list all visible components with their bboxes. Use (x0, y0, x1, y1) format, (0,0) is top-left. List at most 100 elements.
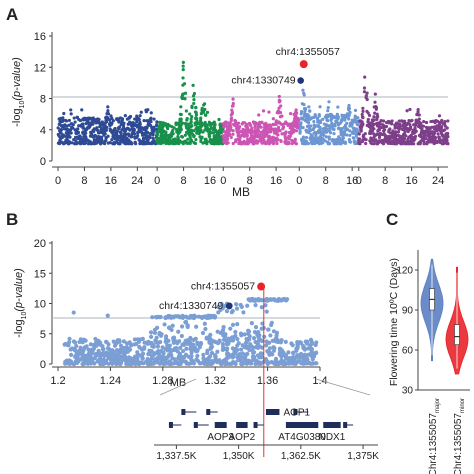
regional-point (156, 345, 160, 349)
manhattan-point (219, 126, 222, 129)
manhattan-point (209, 123, 212, 126)
manhattan-point (101, 120, 104, 123)
manhattan-point (121, 119, 124, 122)
regional-point (195, 349, 199, 353)
manhattan-point (268, 135, 271, 138)
manhattan-point (419, 122, 422, 125)
manhattan-x-tick-label: 16 (204, 175, 216, 187)
manhattan-point (69, 108, 72, 111)
manhattan-point (108, 118, 111, 121)
manhattan-point (249, 124, 252, 127)
manhattan-point (131, 125, 134, 128)
manhattan-point (422, 120, 425, 123)
manhattan-point (376, 115, 379, 118)
manhattan-axes: 04812160 8 16 24 0 8 16 0 8 16 0 8 160 8 16 24 (34, 31, 448, 187)
manhattan-point (104, 125, 107, 128)
manhattan-point (75, 142, 78, 145)
manhattan-point (213, 120, 216, 123)
manhattan-point (258, 124, 261, 127)
manhattan-point (204, 139, 207, 142)
manhattan-point (302, 103, 305, 106)
manhattan-x-tick-label: 8 (323, 175, 329, 187)
regional-point (115, 361, 119, 365)
manhattan-point (322, 134, 325, 137)
regional-point (223, 332, 227, 336)
manhattan-point (327, 100, 330, 103)
manhattan-point (152, 117, 155, 120)
regional-point (184, 360, 188, 364)
regional-point (87, 348, 91, 352)
manhattan-point (289, 112, 292, 115)
manhattan-point (95, 121, 98, 124)
regional-point (212, 314, 216, 318)
manhattan-point (272, 127, 275, 130)
manhattan-point (103, 139, 106, 142)
manhattan-point (142, 119, 145, 122)
manhattan-point (230, 117, 233, 120)
manhattan-point (267, 140, 270, 143)
regional-point (164, 334, 168, 338)
manhattan-point (96, 137, 99, 140)
manhattan-point (135, 136, 138, 139)
manhattan-highlight-point (300, 60, 308, 68)
regional-point (162, 322, 166, 326)
regional-point (179, 358, 183, 362)
manhattan-point (438, 139, 441, 142)
regional-point (273, 298, 277, 302)
manhattan-point (263, 123, 266, 126)
regional-point (269, 298, 273, 302)
manhattan-point (364, 132, 367, 135)
manhattan-point (61, 124, 64, 127)
regional-point (117, 348, 121, 352)
regional-point (241, 310, 245, 314)
manhattan-point (354, 109, 357, 112)
regional-point (73, 340, 77, 344)
regional-point (74, 353, 78, 357)
manhattan-point (192, 102, 195, 105)
panel-c-letter: C (386, 210, 398, 229)
regional-point (92, 347, 96, 351)
manhattan-point (157, 125, 160, 128)
manhattan-point (378, 128, 381, 131)
regional-point (251, 351, 255, 355)
manhattan-point (335, 121, 338, 124)
regional-point (164, 340, 168, 344)
manhattan-point (116, 117, 119, 120)
manhattan-point (74, 120, 77, 123)
manhattan-point (418, 118, 421, 121)
manhattan-x-tick-label: 0 (356, 175, 362, 187)
gene-body (266, 409, 279, 415)
manhattan-point (246, 140, 249, 143)
manhattan-point (440, 119, 443, 122)
manhattan-point (369, 141, 372, 144)
manhattan-point (91, 129, 94, 132)
manhattan-point (403, 121, 406, 124)
manhattan-point (353, 140, 356, 143)
manhattan-point (288, 136, 291, 139)
manhattan-point (224, 130, 227, 133)
manhattan-point (215, 136, 218, 139)
manhattan-point (307, 105, 310, 108)
manhattan-point (181, 76, 184, 79)
manhattan-point (313, 137, 316, 140)
manhattan-point (164, 140, 167, 143)
regional-point (98, 341, 102, 345)
regional-point (79, 357, 83, 361)
regional-point (213, 340, 217, 344)
manhattan-point (310, 136, 313, 139)
regional-point (113, 344, 117, 348)
manhattan-point (251, 135, 254, 138)
manhattan-point (357, 122, 360, 125)
regional-y-tick-label: 0 (40, 359, 46, 371)
manhattan-point (418, 113, 421, 116)
manhattan-point (256, 142, 259, 145)
gene-exon (169, 422, 173, 428)
manhattan-point (373, 135, 376, 138)
manhattan-point (276, 138, 279, 141)
regional-point (235, 307, 239, 311)
manhattan-point (310, 141, 313, 144)
regional-point (78, 346, 82, 350)
violin-y-tick-label: 90 (402, 306, 414, 317)
manhattan-point (425, 126, 428, 129)
violin-category-label: Chr4:1355057major (428, 398, 441, 474)
